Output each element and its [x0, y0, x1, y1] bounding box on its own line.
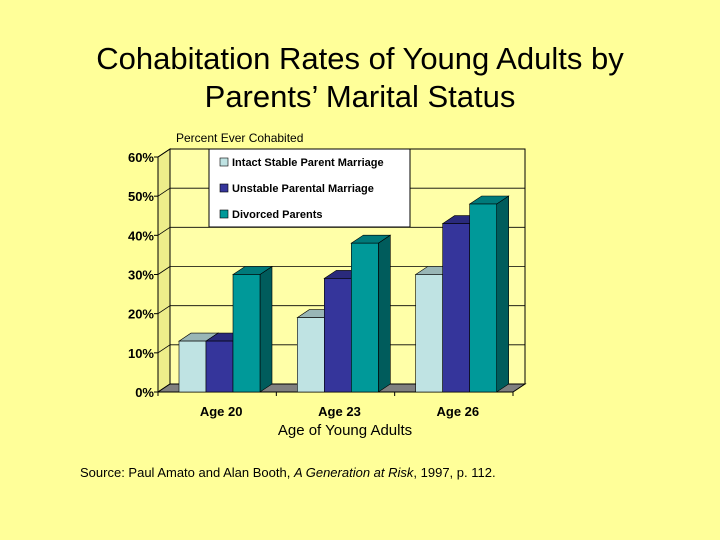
y-tick-label: 20%: [128, 307, 154, 322]
bar-unstable-parental-marriage-age-20: [205, 340, 234, 393]
y-tick-label: 60%: [128, 150, 154, 165]
x-tick-label: Age 20: [200, 404, 243, 419]
bar-divorced-parents-age-26: [469, 203, 497, 393]
gridline-side: [157, 187, 171, 197]
legend-box: [208, 148, 411, 228]
source-book-title: A Generation at Risk: [293, 465, 414, 480]
source-prefix: Source: Paul Amato and Alan Booth,: [80, 465, 294, 480]
bar-intact-stable-parent-marriage-age-26: [415, 274, 443, 393]
gridline-side: [157, 266, 171, 275]
y-tick-label: 10%: [128, 346, 154, 361]
legend-swatch: [219, 209, 229, 219]
y-tick-label: 50%: [128, 189, 154, 204]
bar-side: [378, 234, 391, 393]
gridline-side: [157, 305, 171, 314]
y-tick-label: 40%: [128, 228, 154, 243]
slide-title: Cohabitation Rates of Young Adults by Pa…: [40, 40, 680, 116]
gridline-side: [157, 227, 171, 236]
y-axis-title: Percent Ever Cohabited: [176, 131, 303, 145]
bar-unstable-parental-marriage-age-26: [442, 223, 470, 393]
bar-side: [259, 265, 273, 393]
source-suffix: , 1997, p. 112.: [413, 465, 496, 480]
x-tick-label: Age 26: [437, 404, 480, 419]
gridline-side: [157, 344, 171, 354]
x-tick-label: Age 23: [318, 404, 361, 419]
bar-divorced-parents-age-20: [232, 274, 261, 393]
title-line-2: Parents’ Marital Status: [204, 79, 516, 114]
legend-label: Intact Stable Parent Marriage: [232, 157, 384, 169]
y-tick-label: 0%: [135, 385, 154, 400]
bar-side: [496, 195, 509, 393]
legend-swatch: [219, 183, 229, 193]
bar-divorced-parents-age-23: [351, 242, 379, 393]
legend-swatch: [219, 157, 229, 167]
title-line-1: Cohabitation Rates of Young Adults by: [96, 41, 624, 76]
x-axis-title: Age of Young Adults: [278, 422, 412, 439]
gridline-side: [157, 148, 171, 158]
bar-intact-stable-parent-marriage-age-20: [178, 340, 207, 393]
bar-intact-stable-parent-marriage-age-23: [297, 317, 325, 393]
legend-label: Divorced Parents: [232, 209, 322, 221]
legend-label: Unstable Parental Marriage: [232, 183, 374, 195]
y-tick-label: 30%: [128, 268, 154, 283]
source-citation: Source: Paul Amato and Alan Booth, A Gen…: [80, 465, 496, 480]
bar-unstable-parental-marriage-age-23: [324, 278, 352, 393]
